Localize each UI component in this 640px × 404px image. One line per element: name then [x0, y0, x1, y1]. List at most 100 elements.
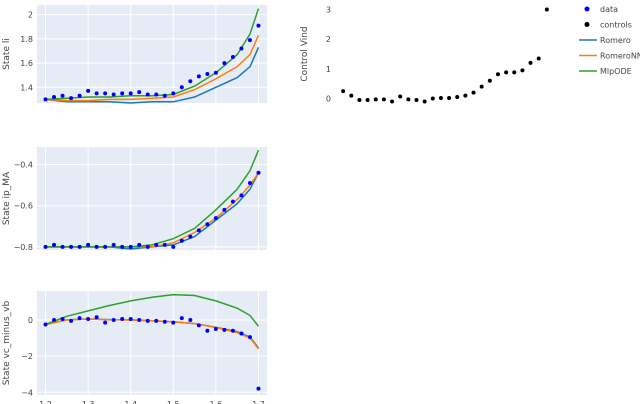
- control-point: [471, 90, 476, 95]
- y-axis-label: Control Vind: [300, 26, 310, 81]
- data-point: [247, 38, 252, 43]
- data-point: [77, 244, 82, 249]
- control-point: [365, 98, 370, 103]
- data-point: [103, 244, 108, 249]
- data-point: [86, 88, 91, 93]
- data-point: [196, 74, 201, 79]
- data-point: [205, 328, 210, 333]
- data-point: [205, 71, 210, 76]
- legend-item: RomeroNNV: [579, 52, 640, 61]
- x-tick-label: 1.2: [39, 400, 52, 404]
- control-point: [381, 97, 386, 102]
- data-point: [162, 242, 167, 247]
- x-tick-label: 1.3: [82, 400, 95, 404]
- control-point: [495, 72, 500, 77]
- data-point: [69, 96, 74, 101]
- data-point: [120, 244, 125, 249]
- data-point: [196, 228, 201, 233]
- y-tick-label: 2: [28, 11, 33, 20]
- y-tick-label: 0: [326, 95, 331, 104]
- y-tick-label: 2: [326, 35, 331, 44]
- data-point: [230, 199, 235, 204]
- data-point: [171, 244, 176, 249]
- legend-item: Romero: [579, 36, 631, 45]
- data-point: [230, 328, 235, 333]
- data-point: [120, 91, 125, 96]
- legend-item: MlpODE: [579, 67, 632, 76]
- legend-item: data: [584, 5, 618, 14]
- data-point: [171, 320, 176, 325]
- control-point: [479, 84, 484, 89]
- data-point: [77, 316, 82, 321]
- data-point: [247, 335, 252, 340]
- control-point: [455, 95, 460, 100]
- plot-area: [37, 147, 267, 250]
- y-axis-label: State ip_MA: [2, 171, 12, 225]
- data-point: [86, 242, 91, 247]
- data-point: [188, 317, 193, 322]
- y-tick-label: −2: [21, 352, 33, 361]
- series-line-mlpode: [45, 293, 260, 327]
- control-point: [373, 97, 378, 102]
- x-tick-label: 1.4: [124, 400, 137, 404]
- data-point: [111, 317, 116, 322]
- y-tick-label: 1.6: [20, 59, 33, 68]
- data-point: [222, 207, 227, 212]
- data-point: [213, 216, 218, 221]
- control-point: [430, 96, 435, 101]
- data-point: [239, 331, 244, 336]
- data-point: [179, 316, 184, 321]
- x-tick-label: 1.7: [252, 400, 265, 404]
- legend-label: MlpODE: [600, 67, 632, 76]
- control-point: [520, 68, 525, 73]
- legend-label: data: [600, 5, 618, 14]
- legend-marker: [584, 6, 590, 12]
- data-point: [137, 317, 142, 322]
- data-point: [94, 91, 99, 96]
- control-point: [544, 7, 549, 12]
- data-point: [256, 386, 261, 391]
- legend-label: RomeroNNV: [600, 52, 640, 61]
- legend-label: controls: [600, 21, 632, 30]
- chart-vc: −4 −2 0 1.2 1.3 1.4 1.5 1.6 1.7 State vc_minus_vb: [2, 291, 267, 404]
- chart-vind: 0 1 2 3 Control Vind: [300, 5, 549, 104]
- data-point: [137, 90, 142, 95]
- control-point: [414, 98, 419, 103]
- control-point: [463, 93, 468, 98]
- y-tick-label: 3: [326, 5, 331, 14]
- data-point: [239, 193, 244, 198]
- control-point: [422, 99, 427, 104]
- control-point: [341, 89, 346, 94]
- data-point: [111, 92, 116, 97]
- data-point: [128, 91, 133, 96]
- data-point: [247, 181, 252, 186]
- y-tick-label: −0.6: [14, 202, 33, 211]
- data-point: [222, 61, 227, 66]
- control-point: [536, 56, 541, 61]
- y-tick-label: 1: [326, 65, 331, 74]
- y-tick-label: 1.4: [20, 83, 33, 92]
- plot-area: [37, 291, 267, 395]
- y-tick-label: −0.4: [14, 161, 33, 170]
- y-tick-label: 0: [28, 316, 33, 325]
- legend: data controls Romero RomeroNNV MlpODE: [579, 5, 640, 76]
- data-point: [60, 93, 65, 98]
- data-point: [52, 242, 57, 247]
- data-point: [137, 242, 142, 247]
- data-point: [188, 79, 193, 84]
- data-point: [239, 46, 244, 51]
- control-point: [398, 94, 403, 99]
- control-point: [349, 93, 354, 98]
- data-point: [145, 244, 150, 249]
- data-point: [43, 322, 48, 327]
- legend-marker: [584, 22, 590, 27]
- series-line-mlpode: [45, 8, 260, 101]
- data-point: [213, 326, 218, 331]
- y-tick-label: −4: [21, 388, 33, 397]
- data-point: [69, 244, 74, 249]
- data-point: [222, 327, 227, 332]
- data-point: [43, 244, 48, 249]
- y-axis-label: State vc_minus_vb: [2, 301, 12, 386]
- chart-li: 1.4 1.6 1.8 2 State li: [2, 5, 267, 104]
